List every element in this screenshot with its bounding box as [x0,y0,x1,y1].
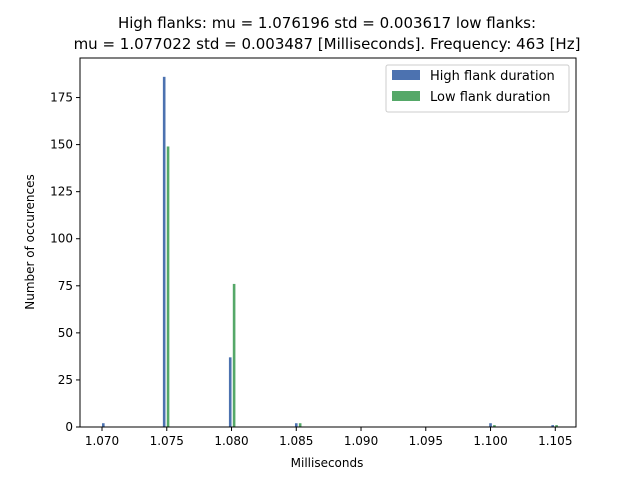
x-tick-label: 1.080 [214,434,248,448]
bar-high-1 [162,76,166,427]
y-tick-label: 0 [65,420,73,434]
legend-swatch-low [392,91,420,101]
x-axis-label: Milliseconds [291,456,364,470]
y-axis-ticks: 0 25 50 75 100 125 150 175 [50,91,80,434]
x-axis-ticks: 1.070 1.075 1.080 1.085 1.090 1.095 1.100 1.105 [85,427,572,448]
x-tick-label: 1.090 [344,434,378,448]
y-tick-label: 150 [50,138,73,152]
bar-low-2 [298,423,302,427]
legend: High flank duration Low flank duration [385,64,570,113]
legend-box [385,64,570,113]
bar-low-3 [493,425,496,427]
plot-frame [79,57,577,428]
x-tick-label: 1.085 [279,434,313,448]
x-tick-label: 1.095 [409,434,443,448]
y-tick-label: 75 [58,279,73,293]
bar-low-0 [166,146,170,428]
legend-swatch-high [392,70,420,80]
bar-high-3 [294,423,298,427]
chart-title-line-1: High flanks: mu = 1.076196 std = 0.00361… [118,14,536,32]
x-tick-label: 1.070 [85,434,119,448]
bar-high-0 [102,423,105,427]
y-tick-label: 175 [50,91,73,105]
y-tick-label: 50 [58,326,73,340]
y-tick-label: 100 [50,232,73,246]
bar-high-2 [228,357,232,427]
x-tick-label: 1.100 [473,434,507,448]
y-axis-label: Number of occurences [23,174,37,309]
bars-group [102,76,558,428]
y-tick-label: 25 [58,373,73,387]
bar-low-1 [232,283,236,427]
y-tick-label: 125 [50,185,73,199]
chart-title-line-2: mu = 1.077022 std = 0.003487 [Millisecon… [74,35,581,53]
x-tick-label: 1.075 [150,434,184,448]
bar-high-4 [489,423,492,427]
bar-low-4 [555,425,558,427]
bar-high-5 [551,425,554,427]
legend-label-low: Low flank duration [430,90,551,105]
x-tick-label: 1.105 [538,434,572,448]
legend-label-high: High flank duration [430,69,555,84]
